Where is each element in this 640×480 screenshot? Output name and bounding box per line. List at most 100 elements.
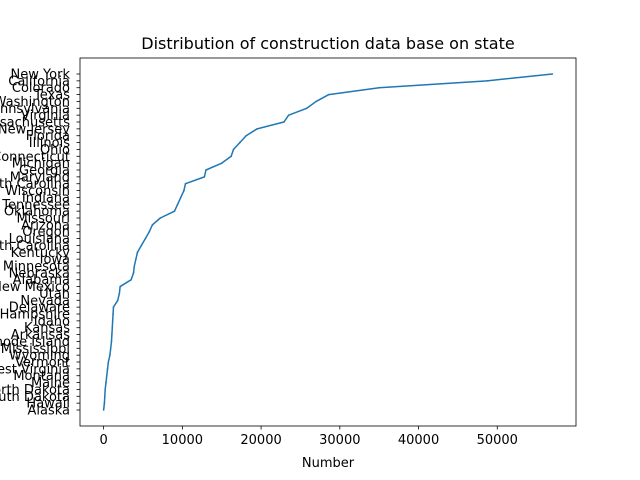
data-point	[144, 237, 147, 240]
data-point	[183, 189, 185, 192]
y-tick-label: Virginia	[21, 109, 70, 124]
x-tick-label: 30000	[319, 433, 360, 448]
data-point	[203, 176, 206, 178]
y-tick-label: Arizona	[21, 218, 70, 233]
y-tick-label: Oklahoma	[4, 205, 70, 220]
y-tick-label: Massachusetts	[0, 116, 70, 131]
y-tick-label: Iowa	[40, 253, 70, 268]
x-tick-label: 20000	[240, 433, 281, 448]
y-axis: AlaskaHawaiiSouth DakotaNorth DakotaMain…	[0, 68, 80, 419]
data-point	[105, 381, 107, 384]
x-axis: 0 10000 20000 30000 40000 50000	[99, 426, 518, 448]
data-point	[173, 210, 176, 212]
data-point	[118, 292, 121, 295]
y-tick-label: Oregon	[22, 225, 70, 240]
y-tick-label: Hawaii	[26, 397, 70, 412]
data-point	[103, 402, 106, 404]
y-tick-label: Connecticut	[0, 150, 70, 165]
y-tick-label: Texas	[33, 88, 70, 103]
y-tick-label: Washington	[0, 95, 70, 110]
data-point	[105, 374, 108, 377]
data-point	[112, 306, 115, 308]
data-point	[159, 217, 162, 219]
y-tick-label: Colorado	[12, 81, 70, 96]
y-tick-label: West Virginia	[0, 362, 70, 377]
y-tick-label: Ohio	[40, 143, 70, 158]
data-point	[184, 182, 187, 185]
y-tick-label: Alaska	[27, 404, 70, 419]
data-point	[109, 347, 112, 350]
y-tick-label: Wyoming	[9, 349, 70, 364]
y-tick-label: New Mexico	[0, 280, 70, 295]
y-tick-label: Delaware	[9, 301, 70, 316]
data-point	[112, 313, 114, 315]
y-tick-label: North Carolina	[0, 177, 70, 192]
data-point	[136, 251, 139, 254]
y-tick-label: Indiana	[22, 191, 70, 206]
data-point	[176, 203, 179, 206]
data-point	[230, 155, 232, 158]
y-tick-label: Michigan	[12, 157, 70, 172]
data-point	[135, 258, 137, 260]
data-point	[151, 224, 154, 226]
y-tick-label: Montana	[13, 369, 70, 384]
data-point	[111, 320, 114, 322]
data-point	[104, 388, 106, 391]
y-tick-label: Florida	[26, 129, 70, 144]
data-point	[315, 100, 317, 103]
y-tick-label: Idaho	[34, 314, 70, 329]
data-point	[287, 114, 290, 116]
data-point	[551, 73, 554, 75]
y-tick-label: Alabama	[13, 273, 70, 288]
data-point	[232, 148, 235, 151]
data-point	[116, 299, 119, 302]
data-point	[107, 361, 110, 363]
x-tick-label: 0	[99, 433, 107, 448]
y-tick-label: Mississippi	[1, 342, 70, 357]
y-tick-label: Nebraska	[9, 266, 70, 281]
data-point	[256, 128, 258, 130]
y-tick-label: Missouri	[16, 212, 70, 227]
data-point	[119, 285, 121, 288]
y-tick-label: Minnesota	[3, 260, 70, 275]
data-point	[111, 326, 114, 329]
y-tick-label: Wisconsin	[5, 184, 70, 199]
data-point	[283, 121, 285, 123]
data-point	[148, 230, 151, 233]
y-tick-label: Maine	[31, 376, 70, 391]
data-point	[378, 86, 380, 89]
data-point	[109, 354, 111, 356]
x-tick-label: 40000	[398, 433, 439, 448]
x-axis-title: Number	[302, 456, 355, 471]
y-tick-label: Illinois	[29, 136, 70, 151]
y-tick-label: Vermont	[15, 356, 70, 371]
y-tick-label: South Carolina	[0, 239, 70, 254]
y-tick-label: South Dakota	[0, 390, 70, 405]
y-tick-label: Tennessee	[1, 198, 70, 213]
data-point	[132, 272, 135, 274]
y-tick-label: Georgia	[19, 164, 70, 179]
y-tick-label: Arkansas	[11, 328, 70, 343]
y-tick-label: Kentucky	[11, 246, 71, 261]
data-point	[110, 340, 113, 343]
data-point	[133, 265, 136, 267]
data-point	[220, 162, 223, 164]
y-tick-label: New York	[10, 68, 70, 83]
data-point	[327, 93, 330, 96]
y-tick-label: New Jersey	[0, 122, 70, 137]
y-tick-label: Maryland	[10, 170, 70, 185]
data-point	[486, 80, 488, 82]
x-tick-label: 50000	[477, 433, 518, 448]
y-tick-label: Louisiana	[9, 232, 70, 247]
y-tick-label: Rhode Island	[0, 335, 70, 350]
data-point	[104, 395, 106, 398]
data-point	[106, 368, 109, 370]
data-point	[130, 278, 132, 281]
x-tick-label: 10000	[162, 433, 203, 448]
data-point	[305, 107, 308, 110]
y-tick-label: North Dakota	[0, 383, 70, 398]
plot-frame	[79, 57, 577, 427]
data-point	[111, 333, 113, 336]
data-point	[179, 196, 182, 199]
